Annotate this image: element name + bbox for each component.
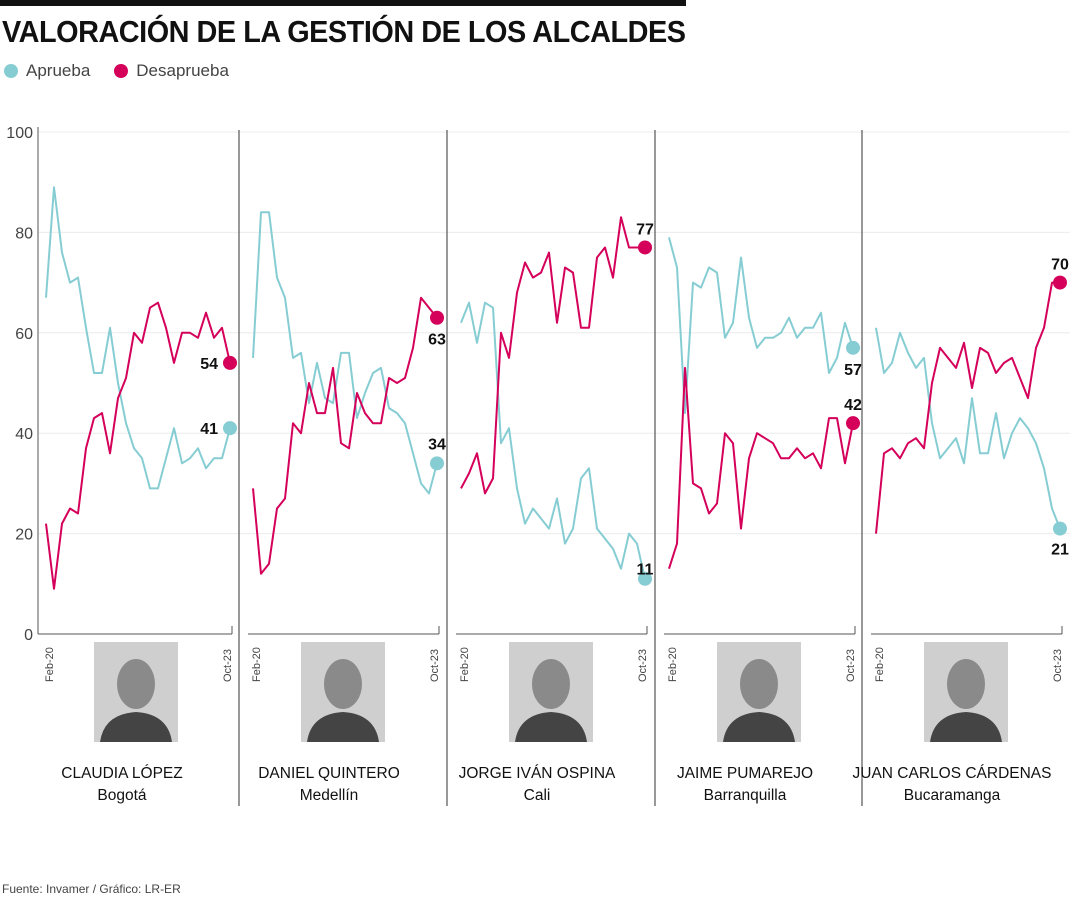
end-dot-desaprueba (638, 240, 652, 255)
mayor-label: JUAN CARLOS CÁRDENAS Bucaramanga (848, 763, 1056, 807)
panel-0: 41 54 Feb-20 Oct-23 (38, 186, 237, 742)
y-tick-label: 0 (24, 627, 33, 644)
mayor-label: JAIME PUMAREJO Barranquilla (641, 763, 849, 807)
line-desaprueba (668, 366, 854, 570)
mayor-name: JORGE IVÁN OSPINA (458, 765, 616, 782)
photo-face (117, 659, 155, 709)
end-dot-desaprueba (430, 310, 444, 325)
mayor-name: CLAUDIA LÓPEZ (61, 765, 183, 782)
photo-body (723, 712, 795, 742)
top-bar (0, 0, 686, 6)
end-value-label: 54 (200, 356, 218, 373)
end-dot-desaprueba (846, 416, 860, 431)
line-desaprueba (252, 296, 438, 575)
legend-dot-aprueba (4, 64, 18, 78)
panel-4: 21 70 Feb-20 Oct-23 (871, 257, 1069, 742)
mayor-name: JUAN CARLOS CÁRDENAS (852, 765, 1052, 782)
line-aprueba (460, 301, 646, 580)
line-desaprueba (875, 281, 1060, 534)
chart-area: 0 20 40 60 80 100 41 54 Feb-20 Oct-23 34 63 Feb-20 Oc… (6, 125, 1070, 806)
x-tick-label: Feb-20 (667, 647, 679, 682)
mayor-label: DANIEL QUINTERO Medellín (225, 763, 433, 807)
line-desaprueba (45, 301, 231, 590)
end-dot-desaprueba (1053, 275, 1067, 290)
line-aprueba (875, 327, 1061, 529)
mayor-label: CLAUDIA LÓPEZ Bogotá (18, 763, 226, 807)
end-value-label: 11 (637, 562, 654, 579)
legend-item-aprueba: Aprueba (4, 61, 90, 81)
end-value-label: 21 (1051, 542, 1069, 559)
x-tick-label: Feb-20 (459, 647, 471, 682)
legend-item-desaprueba: Desaprueba (114, 61, 229, 81)
photo-face (947, 659, 985, 709)
legend-label: Desaprueba (136, 61, 229, 80)
y-tick-label: 20 (15, 527, 33, 544)
y-tick-label: 100 (6, 125, 33, 142)
end-dot-aprueba (430, 456, 444, 471)
mayor-label: JORGE IVÁN OSPINA Cali (433, 763, 641, 807)
legend: Aprueba Desaprueba (4, 61, 229, 81)
end-value-label: 42 (844, 397, 862, 414)
end-value-label: 70 (1051, 257, 1069, 274)
panel-3: 57 42 Feb-20 Oct-23 (664, 237, 862, 742)
x-tick-label: Oct-23 (845, 649, 857, 682)
x-tick-label: Oct-23 (429, 649, 441, 682)
legend-label: Aprueba (26, 61, 91, 80)
end-dot-aprueba (223, 421, 237, 436)
end-value-label: 34 (428, 436, 446, 453)
y-tick-label: 80 (15, 225, 33, 242)
photo-body (100, 712, 172, 742)
photo-face (324, 659, 362, 709)
y-tick-label: 40 (15, 426, 33, 443)
mayor-name: JAIME PUMAREJO (676, 765, 814, 782)
end-value-label: 63 (428, 332, 446, 349)
line-desaprueba (460, 216, 645, 495)
photo-body (515, 712, 587, 742)
x-tick-label: Oct-23 (1052, 649, 1064, 682)
mayor-city: Medellín (299, 787, 359, 804)
source-note: Fuente: Invamer / Gráfico: LR-ER (2, 882, 181, 896)
x-tick-label: Feb-20 (44, 647, 56, 682)
photo-face (740, 659, 778, 709)
end-dot-aprueba (846, 340, 860, 355)
x-tick-label: Oct-23 (222, 649, 234, 682)
line-aprueba (252, 211, 438, 495)
mayor-city: Bogotá (97, 787, 147, 804)
panel-2: 11 77 Feb-20 Oct-23 (456, 216, 654, 742)
end-dot-aprueba (1053, 521, 1067, 536)
end-dot-aprueba (638, 571, 652, 586)
mayor-city: Cali (523, 787, 551, 804)
line-aprueba (668, 237, 854, 415)
end-value-label: 77 (636, 221, 654, 238)
legend-dot-desaprueba (114, 64, 129, 78)
photo-body (930, 712, 1002, 742)
photo-body (307, 712, 379, 742)
chart-title: VALORACIÓN DE LA GESTIÓN DE LOS ALCALDES (2, 14, 686, 49)
mayor-city: Barranquilla (703, 787, 787, 804)
y-tick-label: 60 (15, 326, 33, 343)
end-dot-desaprueba (223, 355, 237, 370)
end-value-label: 41 (200, 421, 218, 438)
x-tick-label: Feb-20 (251, 647, 263, 682)
panel-1: 34 63 Feb-20 Oct-23 (248, 211, 446, 742)
x-tick-label: Oct-23 (637, 649, 649, 682)
line-aprueba (45, 186, 231, 490)
end-value-label: 57 (844, 362, 862, 379)
mayor-city: Bucaramanga (903, 787, 1001, 804)
x-tick-label: Feb-20 (874, 647, 886, 682)
photo-face (532, 659, 570, 709)
mayor-name: DANIEL QUINTERO (258, 765, 400, 782)
